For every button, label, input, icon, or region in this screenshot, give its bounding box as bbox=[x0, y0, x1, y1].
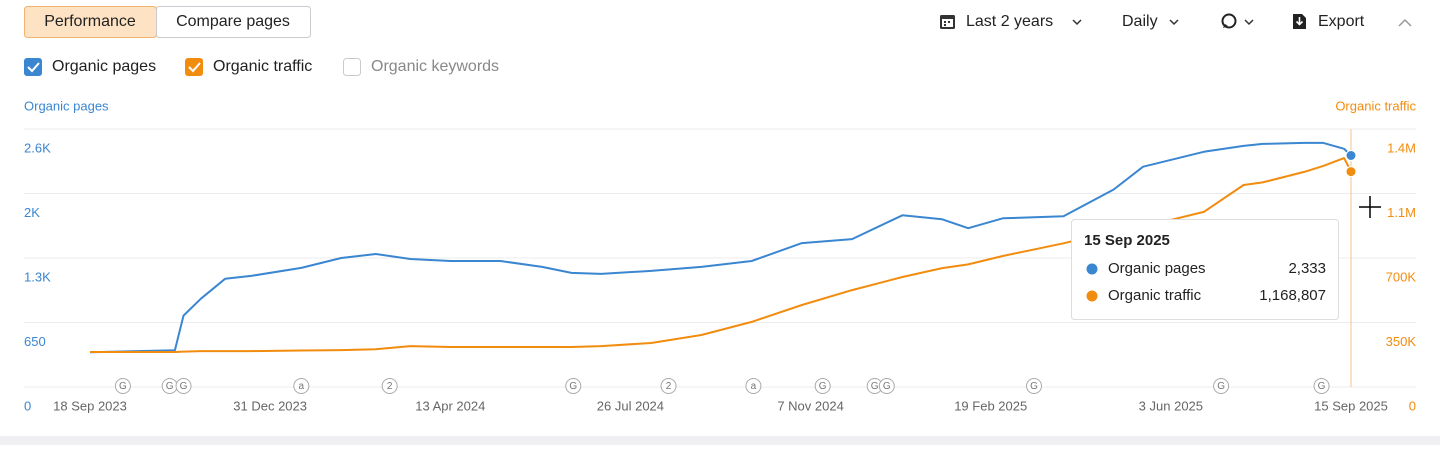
tooltip-value: 1,168,807 bbox=[1259, 287, 1326, 304]
y2-axis-title: Organic traffic bbox=[1335, 98, 1416, 113]
annotation-label: G bbox=[1217, 381, 1225, 392]
annotation-label: 2 bbox=[666, 381, 672, 392]
x-tick-label: 15 Sep 2025 bbox=[1314, 398, 1388, 413]
calendar-icon[interactable] bbox=[940, 15, 955, 29]
x-tick-label: 31 Dec 2023 bbox=[233, 398, 307, 413]
annotation-label: G bbox=[180, 381, 188, 392]
tooltip-dot bbox=[1086, 263, 1098, 275]
y-tick-label: 2.6K bbox=[24, 140, 51, 155]
interval-select[interactable]: Daily bbox=[1122, 13, 1158, 30]
footer-strip bbox=[0, 436, 1440, 445]
annotation-label: G bbox=[1318, 381, 1326, 392]
plot: 0 650 1.3K 2K 2.6K 0 350K 700K 1.1M 1.4M 18 Sep 20… bbox=[24, 128, 1417, 413]
tooltip: 15 Sep 2025 Organic pages 2,333 Organic … bbox=[1071, 219, 1339, 320]
annotation-label: a bbox=[751, 381, 757, 392]
tooltip-value: 2,333 bbox=[1288, 260, 1326, 277]
legend-label: Organic pages bbox=[52, 58, 156, 75]
y2-tick-label: 700K bbox=[1386, 269, 1417, 284]
x-tick-label: 13 Apr 2024 bbox=[415, 398, 485, 413]
tooltip-name: Organic traffic bbox=[1108, 287, 1202, 304]
annotation-label: G bbox=[1030, 381, 1038, 392]
legend-item[interactable]: Organic traffic bbox=[185, 58, 312, 76]
tooltip-name: Organic pages bbox=[1108, 260, 1206, 277]
x-tick-label: 18 Sep 2023 bbox=[53, 398, 127, 413]
x-tick-label: 7 Nov 2024 bbox=[777, 398, 844, 413]
annotation-marker bbox=[878, 378, 895, 394]
y2-tick-label: 1.1M bbox=[1387, 205, 1416, 220]
y2-tick-label: 0 bbox=[1409, 398, 1416, 413]
period-select[interactable]: Last 2 years bbox=[966, 13, 1053, 30]
y-tick-label: 650 bbox=[24, 334, 46, 349]
annotation-marker bbox=[814, 378, 831, 394]
annotation-label: G bbox=[871, 381, 879, 392]
annotation-marker bbox=[565, 378, 582, 394]
tooltip-title: 15 Sep 2025 bbox=[1084, 232, 1170, 249]
tooltip-box bbox=[1071, 219, 1339, 320]
legend-label: Organic keywords bbox=[371, 58, 499, 75]
y-tick-label: 2K bbox=[24, 205, 40, 220]
hover-dot bbox=[1345, 149, 1357, 161]
annotation-label: G bbox=[569, 381, 577, 392]
legend-item[interactable]: Organic keywords bbox=[343, 58, 500, 76]
y2-tick-label: 350K bbox=[1386, 334, 1417, 349]
annotation-marker bbox=[1313, 378, 1330, 394]
cursor bbox=[1359, 196, 1381, 218]
annotation-marker bbox=[293, 378, 310, 394]
tooltip-dot bbox=[1086, 290, 1098, 302]
tab-label: Performance bbox=[44, 13, 136, 30]
y-tick-label: 1.3K bbox=[24, 269, 51, 284]
tab[interactable] bbox=[156, 6, 311, 38]
annotation-marker bbox=[114, 378, 131, 394]
annotation-label: G bbox=[883, 381, 891, 392]
legend-label: Organic traffic bbox=[213, 58, 312, 75]
annotation-marker bbox=[660, 378, 677, 394]
y2-tick-label: 1.4M bbox=[1387, 140, 1416, 155]
export-button[interactable]: Export bbox=[1318, 13, 1365, 30]
x-tick-label: 26 Jul 2024 bbox=[597, 398, 664, 413]
chevron bbox=[1244, 19, 1254, 26]
legend-item[interactable]: Organic pages bbox=[24, 58, 156, 76]
series-line bbox=[90, 157, 1352, 353]
y-tick-label: 0 bbox=[24, 398, 31, 413]
annotation-label: G bbox=[119, 381, 127, 392]
x-tick-label: 3 Jun 2025 bbox=[1139, 398, 1203, 413]
series-line bbox=[89, 141, 1352, 354]
annotation-marker bbox=[175, 378, 192, 394]
annotation-marker bbox=[1026, 378, 1043, 394]
comment-icon[interactable] bbox=[1221, 13, 1237, 29]
annotation-label: a bbox=[299, 381, 305, 392]
hover-dot bbox=[1345, 166, 1357, 178]
tab-label: Compare pages bbox=[176, 13, 290, 30]
annotation-marker bbox=[745, 378, 762, 394]
annotation-marker bbox=[1213, 378, 1230, 394]
annotation-marker bbox=[381, 378, 398, 394]
x-tick-label: 19 Feb 2025 bbox=[954, 398, 1027, 413]
annotation-label: G bbox=[166, 381, 174, 392]
chevron bbox=[1169, 19, 1179, 26]
collapse-icon[interactable] bbox=[1398, 18, 1412, 27]
y-axis-title: Organic pages bbox=[24, 98, 109, 113]
annotation-label: 2 bbox=[387, 381, 393, 392]
chevron bbox=[1072, 19, 1082, 26]
annotation-label: G bbox=[819, 381, 827, 392]
export-icon[interactable] bbox=[1293, 14, 1306, 29]
